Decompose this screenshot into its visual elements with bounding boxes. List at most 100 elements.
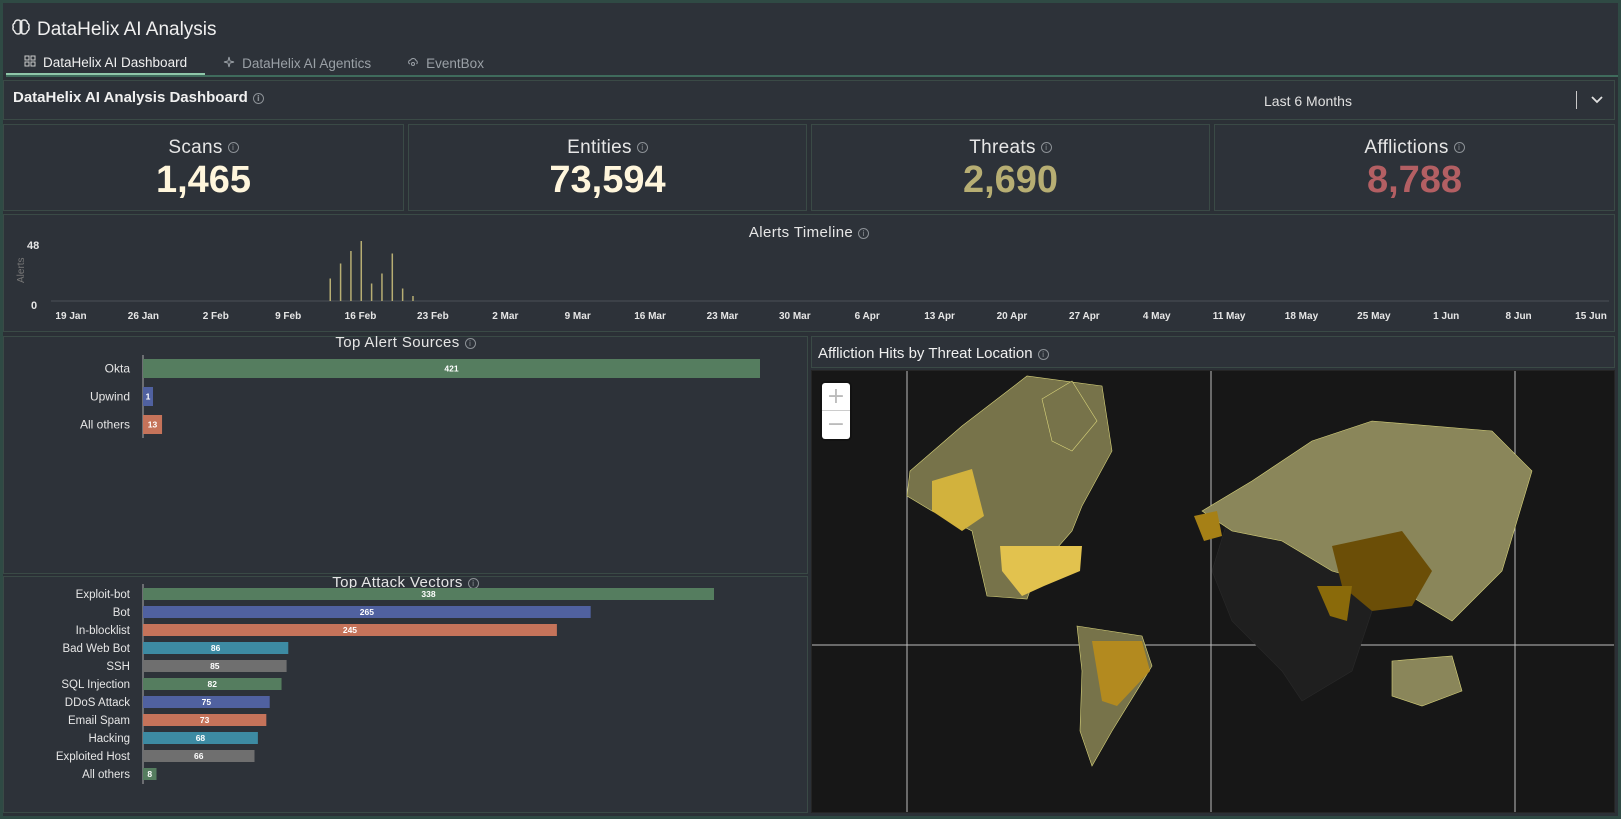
x-tick-label: 8 Jun <box>1506 311 1532 322</box>
bar[interactable] <box>143 714 267 726</box>
category-label: Hacking <box>88 733 130 745</box>
timeline-bar[interactable] <box>391 253 394 302</box>
x-tick-label: 18 May <box>1285 311 1319 322</box>
tab-dashboard[interactable]: DataHelix AI Dashboard <box>6 51 206 75</box>
bar[interactable] <box>143 359 760 378</box>
bar-value-label: 13 <box>148 420 158 430</box>
x-tick-label: 6 Apr <box>855 311 880 322</box>
alaska-shape <box>932 469 984 531</box>
attack-vectors-chart: Exploit-bot 338 Bot 265 In-blocklist 245 Bad W… <box>56 584 714 784</box>
timeline-bar[interactable] <box>401 288 404 302</box>
info-icon[interactable]: i <box>1453 142 1465 154</box>
info-icon[interactable]: i <box>858 227 870 239</box>
category-label: All others <box>80 418 130 432</box>
panel-title-text: Top Attack Vectors <box>332 574 463 591</box>
threat-location-map[interactable]: + − <box>811 370 1615 813</box>
tab-eventbox[interactable]: EventBox <box>389 51 502 75</box>
category-label: DDoS Attack <box>65 697 130 709</box>
bar[interactable] <box>143 678 282 690</box>
bar[interactable] <box>143 606 591 618</box>
china-shape <box>1332 531 1432 611</box>
zoom-in-button[interactable]: + <box>822 383 850 411</box>
kpi-label-text: Threats <box>969 137 1036 158</box>
page-title: DataHelix AI Analysis Dashboard i <box>13 89 264 106</box>
kpi-label: Afflictions i <box>1215 137 1614 159</box>
x-tick-label: 20 Apr <box>997 311 1028 322</box>
timeline-bar[interactable] <box>339 263 342 302</box>
timeline-bar[interactable] <box>360 241 363 301</box>
x-tick-label: 26 Jan <box>128 311 159 322</box>
x-tick-label: 30 Mar <box>779 311 811 322</box>
zoom-control: + − <box>822 383 850 439</box>
kpi-label: Threats i <box>812 137 1209 159</box>
chevron-down-icon[interactable] <box>1588 90 1606 108</box>
kpi-card-afflictions: Afflictions i 8,788 <box>1214 124 1615 211</box>
india-shape <box>1317 586 1352 621</box>
timeline-bar[interactable] <box>412 296 414 301</box>
x-tick-label: 2 Mar <box>492 311 518 322</box>
info-icon[interactable]: i <box>1040 142 1052 154</box>
map-header: Affliction Hits by Threat Location i <box>811 336 1615 368</box>
zoom-out-button[interactable]: − <box>826 412 846 437</box>
bar-value-label: 8 <box>147 769 152 779</box>
bar-value-label: 66 <box>194 751 204 761</box>
usa-shape <box>1000 546 1082 596</box>
time-range-select[interactable]: Last 6 Months <box>1174 87 1614 115</box>
timeline-bar[interactable] <box>350 251 352 301</box>
bar-value-label: 1 <box>146 392 151 402</box>
eurasia-shape <box>1201 420 1533 622</box>
x-tick-label: 27 Apr <box>1069 311 1100 322</box>
alerts-timeline-panel: Alerts Timeline i 48 0 Alerts 19 Jan 26 Ja… <box>3 214 1615 332</box>
bar-value-label: 73 <box>200 715 210 725</box>
info-icon[interactable]: i <box>227 142 239 154</box>
category-label: Exploited Host <box>56 751 131 763</box>
y-min-label: 0 <box>31 300 37 312</box>
bar[interactable] <box>143 750 255 762</box>
select-divider <box>1576 91 1577 109</box>
info-icon[interactable]: i <box>464 337 476 349</box>
x-tick-label: 25 May <box>1357 311 1391 322</box>
panel-title-text: Alerts Timeline <box>748 224 854 241</box>
info-icon[interactable]: i <box>1037 348 1049 360</box>
bar[interactable] <box>143 624 557 636</box>
x-tick-label: 9 Feb <box>275 311 301 322</box>
bar-value-label: 265 <box>360 607 374 617</box>
bar-value-label: 245 <box>343 625 357 635</box>
bar[interactable] <box>143 415 163 434</box>
kpi-label: Entities i <box>409 137 806 159</box>
timeline-bar[interactable] <box>329 278 332 302</box>
kpi-card-scans: Scans i 1,465 <box>3 124 404 211</box>
cloud-search-icon <box>407 56 419 71</box>
bar[interactable] <box>143 387 153 406</box>
y-max-label: 48 <box>27 240 39 252</box>
app-title: DataHelix AI Analysis <box>11 17 217 43</box>
app-title-text: DataHelix AI Analysis <box>37 19 217 40</box>
x-tick-label: 1 Jun <box>1433 311 1459 322</box>
bar[interactable] <box>143 732 258 744</box>
bar[interactable] <box>143 696 270 708</box>
top-alert-sources-panel: Top Alert Sources i Okta 421 Upwind 1 All oth… <box>3 334 808 574</box>
bar[interactable] <box>143 660 287 672</box>
tab-bar: DataHelix AI Dashboard DataHelix AI Agen… <box>6 51 1618 77</box>
category-label: SQL Injection <box>61 679 130 691</box>
tab-agentics[interactable]: DataHelix AI Agentics <box>205 51 389 75</box>
bar-value-label: 338 <box>421 589 435 599</box>
bar[interactable] <box>143 768 157 780</box>
x-tick-label: 16 Feb <box>345 311 377 322</box>
timeline-bar[interactable] <box>370 283 373 302</box>
info-icon[interactable]: i <box>636 142 648 154</box>
x-tick-label: 23 Feb <box>417 311 449 322</box>
bar-value-label: 86 <box>211 643 221 653</box>
kpi-label: Scans i <box>4 137 403 159</box>
timeline-bar[interactable] <box>381 273 383 302</box>
app-header: DataHelix AI Analysis DataHelix AI Dashb… <box>3 3 1618 77</box>
bar[interactable] <box>143 642 289 654</box>
world-map <box>812 371 1614 812</box>
bar[interactable] <box>143 588 714 600</box>
category-label: Upwind <box>90 390 130 404</box>
category-label: All others <box>82 769 130 781</box>
info-icon[interactable]: i <box>252 92 264 104</box>
x-tick-label: 11 May <box>1213 311 1246 322</box>
x-tick-label: 9 Mar <box>565 311 591 322</box>
panel-title: Top Alert Sources i <box>4 334 807 351</box>
